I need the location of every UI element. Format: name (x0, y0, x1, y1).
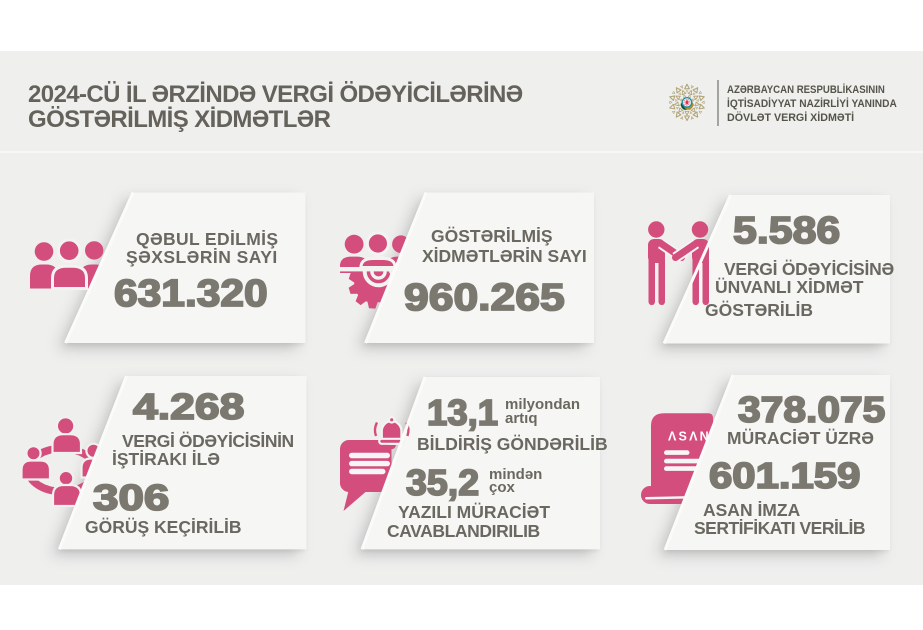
svg-text:ΛSΛN: ΛSΛN (668, 430, 711, 444)
